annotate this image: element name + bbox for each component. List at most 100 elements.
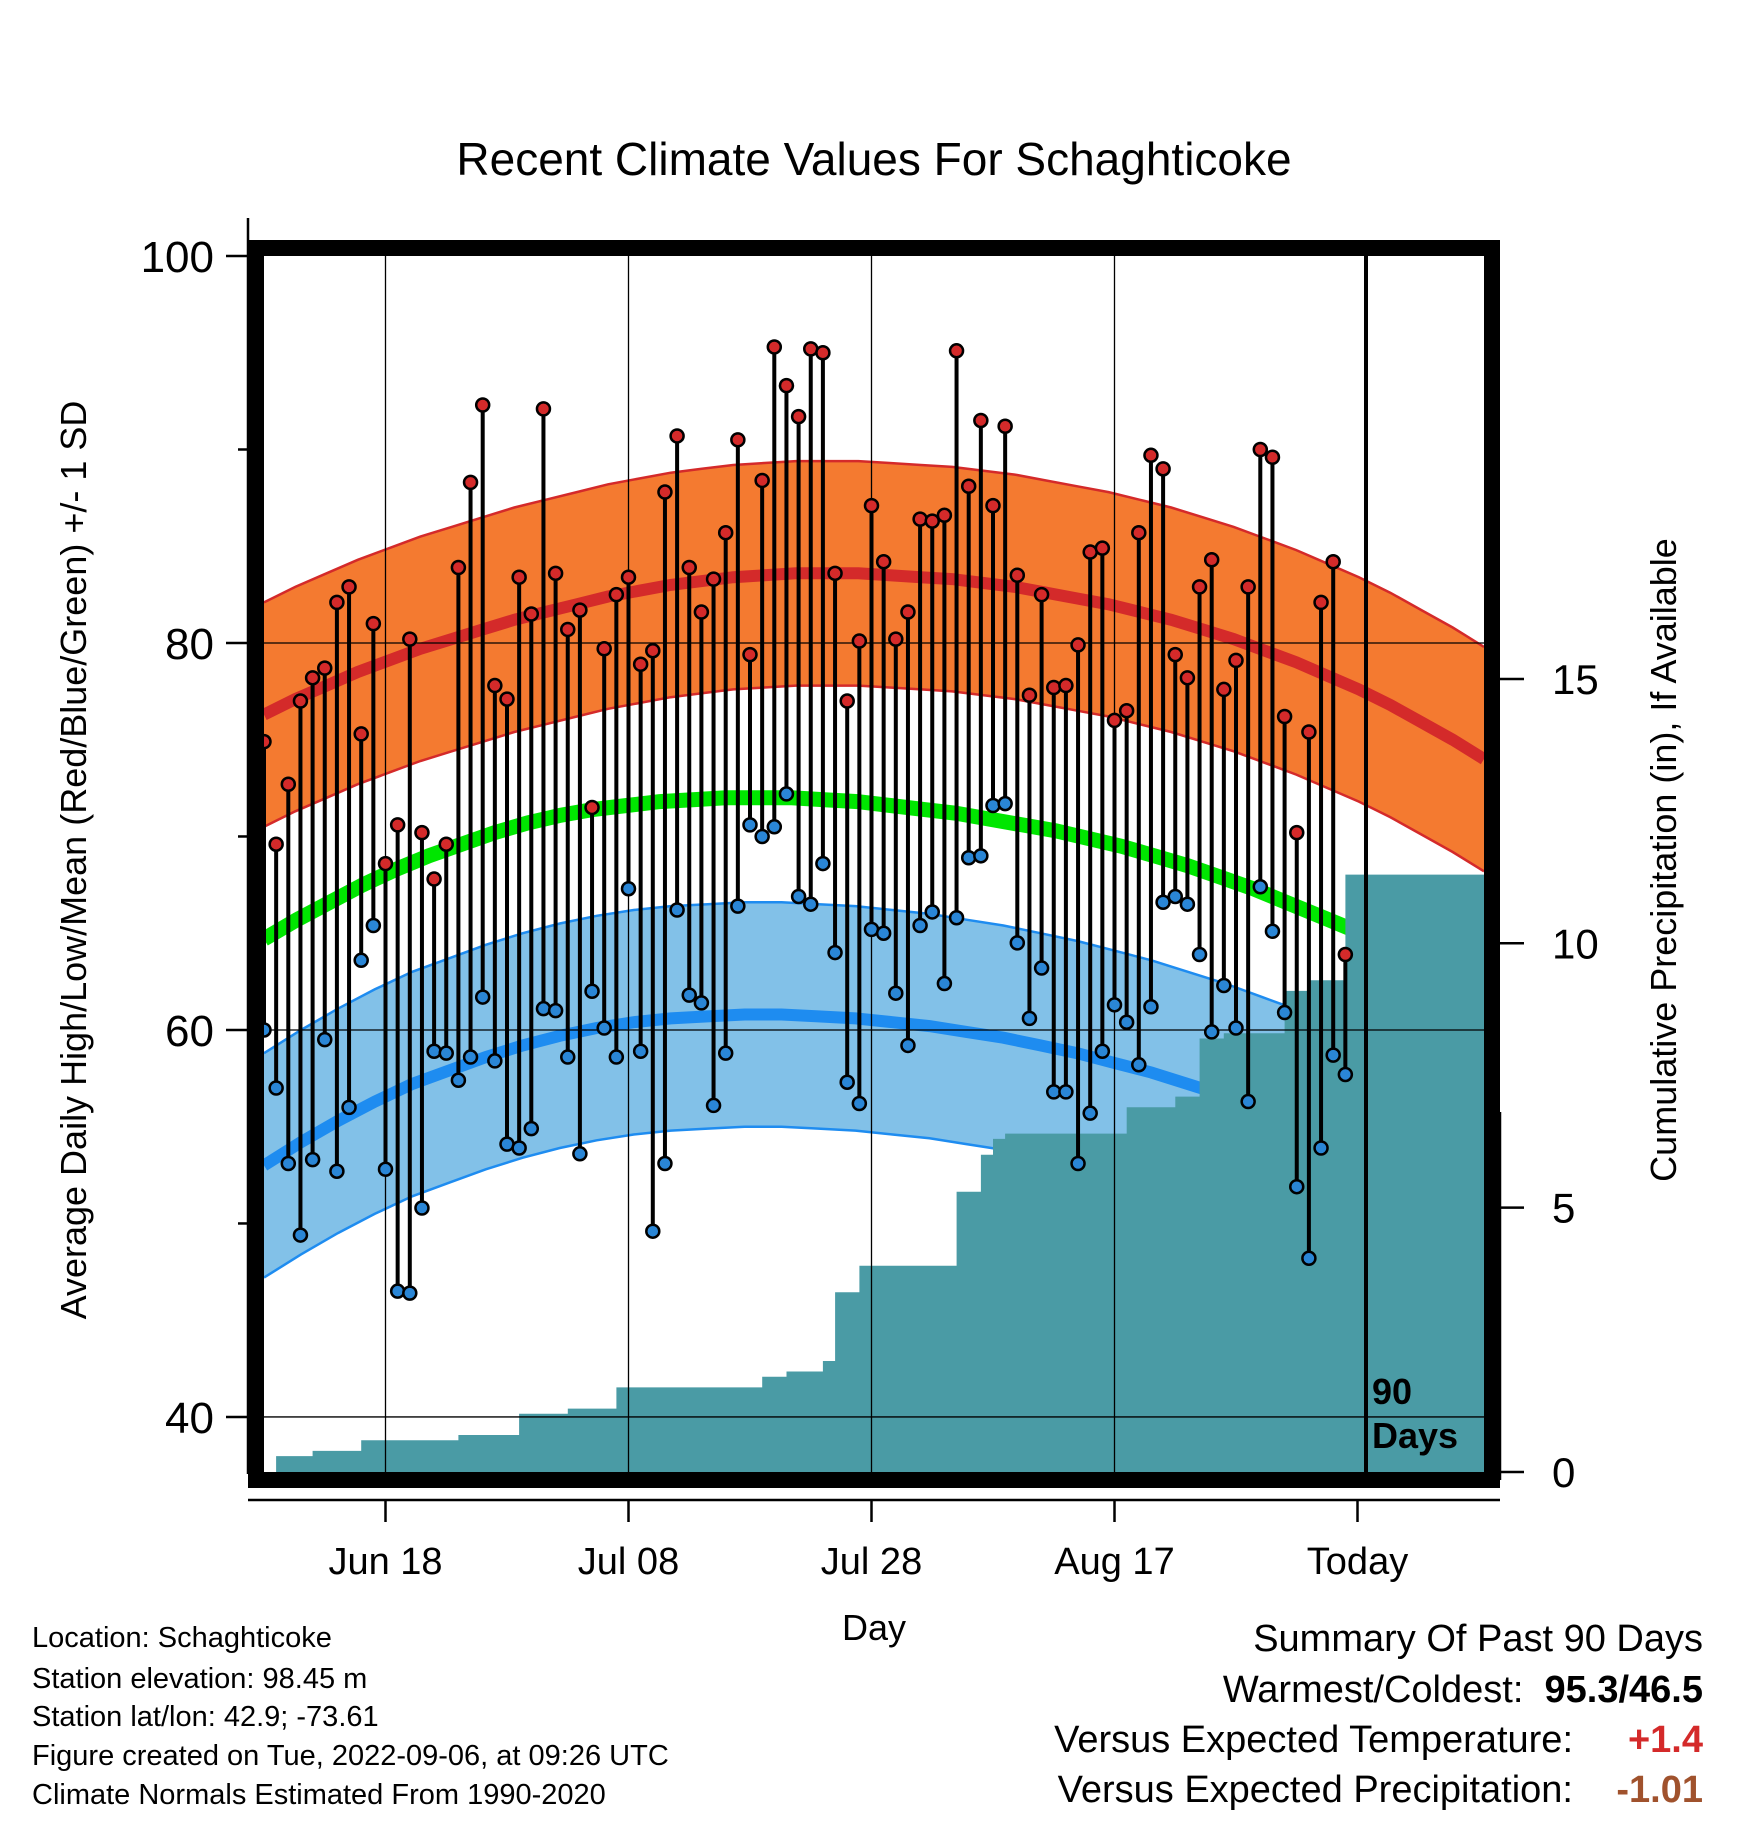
daily-low-point: [717, 1045, 734, 1061]
daily-high-point: [1203, 552, 1220, 568]
y2-axis-label: Cumulative Precipitation (in), If Availa…: [1643, 538, 1684, 1182]
daily-high-point: [377, 855, 394, 872]
daily-low-point: [304, 1151, 321, 1168]
daily-low-point: [1179, 896, 1196, 912]
y-tick-label: 60: [165, 1007, 214, 1056]
daily-high-point: [1070, 637, 1086, 653]
daily-high-point: [462, 474, 479, 491]
y2-tick-label: 15: [1552, 656, 1599, 703]
daily-low-point: [730, 898, 746, 914]
daily-high-point: [1289, 824, 1305, 841]
daily-low-point: [341, 1099, 357, 1116]
y-tick-label: 80: [165, 620, 214, 669]
daily-low-point: [1094, 1043, 1111, 1060]
daily-high-point: [851, 633, 868, 649]
daily-high-point: [693, 604, 710, 620]
daily-low-point: [487, 1053, 503, 1069]
daily-high-point: [645, 642, 661, 659]
daily-low-point: [1289, 1178, 1305, 1195]
daily-high-point: [438, 836, 454, 852]
daily-low-point: [572, 1146, 588, 1162]
daily-low-point: [645, 1223, 661, 1239]
daily-low-point: [608, 1049, 625, 1065]
daily-high-point: [1301, 724, 1317, 740]
daily-high-point: [754, 472, 770, 489]
daily-high-point: [632, 656, 649, 673]
daily-low-point: [1203, 1024, 1220, 1040]
daily-low-point: [778, 786, 795, 802]
daily-high-point: [389, 817, 406, 833]
daily-low-point: [1313, 1140, 1329, 1156]
daily-low-point: [1143, 998, 1159, 1015]
daily-high-point: [669, 428, 685, 444]
daily-low-point: [815, 855, 831, 872]
daily-low-point: [948, 909, 965, 926]
precip-area-fill: [264, 874, 1484, 1472]
daily-low-point: [462, 1049, 479, 1065]
daily-low-point: [790, 888, 807, 905]
daily-low-point: [584, 983, 600, 1000]
low-band-upper-edge: [263, 901, 1485, 1090]
daily-low-point: [1021, 1010, 1038, 1027]
daily-low-point: [839, 1074, 855, 1090]
daily-low-point: [620, 880, 637, 897]
daily-high-point: [875, 553, 892, 570]
daily-high-point: [1325, 553, 1341, 570]
daily-high-point: [730, 432, 746, 448]
daily-high-point: [450, 559, 467, 576]
y-tick-label: 100: [141, 233, 214, 282]
daily-low-point: [681, 987, 697, 1003]
info-latlon: Station lat/lon: 42.9; -73.61: [32, 1701, 379, 1733]
daily-low-point: [912, 917, 928, 934]
daily-high-point: [1240, 579, 1256, 595]
daily-high-point: [924, 513, 940, 529]
daily-low-point: [1216, 977, 1232, 994]
daily-low-point: [875, 925, 892, 941]
daily-high-point: [888, 631, 904, 647]
daily-high-point: [1155, 461, 1171, 477]
daily-high-point: [1021, 687, 1038, 703]
axes: 100 80 60 40 15 10 5 0 Jun 18 Jul 08 Jul 28 Aug 17 T…: [141, 218, 1599, 1583]
daily-low-point: [1191, 946, 1208, 963]
daily-low-point: [523, 1120, 540, 1137]
daily-low-point: [547, 1002, 564, 1019]
daily-low-point: [450, 1072, 467, 1089]
daily-high-point: [572, 602, 588, 618]
daily-low-point: [693, 995, 710, 1011]
daily-low-point: [511, 1140, 527, 1156]
y-axis-label: Average Daily High/Low/Mean (Red/Blue/Gr…: [53, 401, 94, 1320]
high-normal-band: [264, 461, 1484, 872]
daily-low-point: [960, 850, 977, 866]
today-marker-days-label: Days: [1372, 1415, 1458, 1456]
daily-low-point: [1155, 894, 1171, 911]
daily-high-point: [547, 565, 564, 582]
daily-high-point: [1179, 670, 1196, 686]
temp-value: +1.4: [1627, 1719, 1703, 1761]
normal-high-line: [261, 567, 1488, 765]
daily-low-point: [754, 828, 770, 845]
x-tick-label: Aug 17: [1054, 1541, 1174, 1583]
daily-high-point: [1058, 677, 1074, 694]
daily-high-point: [353, 726, 369, 742]
x-tick-label: Jul 28: [821, 1541, 922, 1583]
daily-high-point: [790, 408, 807, 425]
daily-high-point: [1228, 652, 1244, 669]
daily-low-point: [1276, 1004, 1293, 1021]
daily-low-point: [924, 904, 940, 920]
info-normals: Climate Normals Estimated From 1990-2020: [32, 1779, 606, 1811]
daily-low-point: [827, 944, 843, 961]
daily-high-point: [1009, 567, 1026, 584]
daily-low-point: [900, 1037, 916, 1054]
chart-title: Recent Climate Values For Schaghticoke: [456, 133, 1291, 185]
daily-high-point: [997, 418, 1013, 435]
daily-low-point: [705, 1097, 722, 1114]
daily-high-point: [960, 478, 977, 495]
daily-high-point: [596, 641, 612, 657]
daily-low-point: [851, 1095, 868, 1112]
daily-low-point: [1240, 1093, 1256, 1110]
daily-low-point: [1070, 1155, 1086, 1172]
daily-high-point: [948, 343, 965, 359]
daily-low-point: [414, 1200, 430, 1216]
daily-low-point: [1082, 1105, 1098, 1121]
